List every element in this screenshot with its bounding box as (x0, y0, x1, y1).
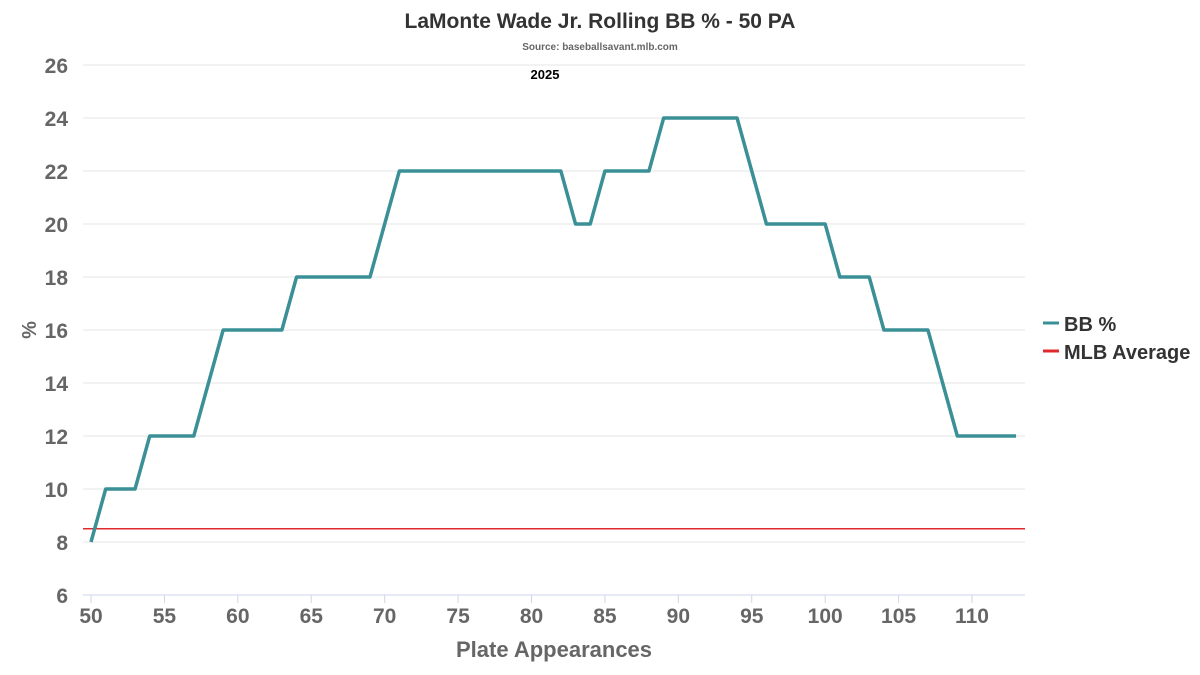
y-tick-label: 14 (45, 373, 69, 396)
year-annotation: 2025 (531, 67, 560, 82)
y-tick-label: 20 (45, 214, 68, 237)
y-tick-label: 8 (56, 532, 68, 555)
x-tick-label: 50 (79, 605, 102, 628)
x-tick-label: 105 (881, 605, 916, 628)
legend-label: BB % (1064, 314, 1116, 336)
y-tick-label: 22 (45, 161, 68, 184)
y-tick-label: 10 (45, 479, 68, 502)
x-tick-label: 65 (300, 605, 324, 628)
y-tick-label: 26 (45, 55, 68, 78)
chart-title: LaMonte Wade Jr. Rolling BB % - 50 PA (405, 10, 796, 33)
y-tick-label: 18 (45, 267, 69, 290)
y-tick-label: 12 (45, 426, 68, 449)
x-tick-label: 75 (446, 605, 470, 628)
legend-label: MLB Average (1064, 342, 1190, 364)
chart-subtitle: Source: baseballsavant.mlb.com (522, 42, 678, 53)
x-tick-label: 60 (226, 605, 249, 628)
x-tick-label: 80 (520, 605, 543, 628)
y-axis-label: % (19, 321, 41, 339)
x-axis-label: Plate Appearances (456, 637, 652, 662)
bb-percent-line (89, 116, 1017, 543)
x-tick-label: 70 (373, 605, 396, 628)
x-tick-label: 90 (667, 605, 690, 628)
x-tick-label: 100 (808, 605, 843, 628)
x-tick-label: 85 (593, 605, 617, 628)
y-tick-label: 24 (45, 108, 69, 131)
y-tick-label: 16 (45, 320, 68, 343)
x-tick-label: 110 (955, 605, 989, 628)
y-tick-label: 6 (56, 585, 68, 608)
x-tick-label: 55 (153, 605, 177, 628)
x-tick-label: 95 (740, 605, 764, 628)
